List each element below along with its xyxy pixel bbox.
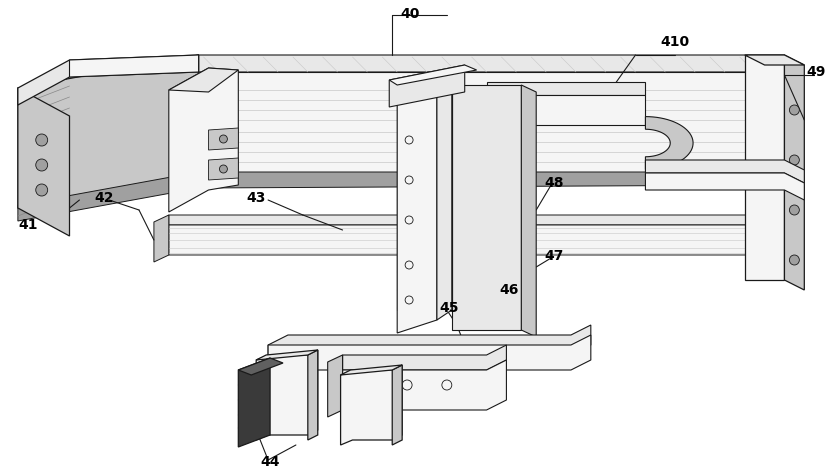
- Circle shape: [790, 105, 800, 115]
- Text: 45: 45: [439, 301, 459, 315]
- Polygon shape: [486, 82, 645, 95]
- Polygon shape: [397, 80, 452, 310]
- Polygon shape: [208, 158, 238, 180]
- Polygon shape: [308, 350, 318, 440]
- Polygon shape: [785, 55, 805, 290]
- Text: 49: 49: [806, 65, 826, 79]
- Polygon shape: [268, 335, 590, 370]
- Text: 48: 48: [544, 176, 564, 190]
- Circle shape: [790, 205, 800, 215]
- Polygon shape: [18, 55, 198, 208]
- Polygon shape: [390, 65, 465, 107]
- Polygon shape: [169, 68, 238, 212]
- Polygon shape: [341, 365, 402, 375]
- Polygon shape: [392, 365, 402, 445]
- Circle shape: [790, 255, 800, 265]
- Polygon shape: [18, 55, 198, 105]
- Polygon shape: [208, 128, 238, 150]
- Polygon shape: [342, 360, 506, 410]
- Polygon shape: [154, 215, 169, 262]
- Polygon shape: [390, 65, 476, 85]
- Text: 42: 42: [94, 191, 114, 205]
- Polygon shape: [69, 55, 198, 77]
- Circle shape: [219, 135, 227, 143]
- Circle shape: [790, 155, 800, 165]
- Polygon shape: [437, 80, 452, 320]
- Polygon shape: [745, 55, 805, 65]
- Polygon shape: [745, 55, 785, 280]
- Text: 44: 44: [261, 455, 280, 469]
- Polygon shape: [327, 355, 342, 417]
- Polygon shape: [169, 225, 785, 260]
- Circle shape: [36, 184, 48, 196]
- Polygon shape: [521, 85, 536, 337]
- Text: 43: 43: [246, 191, 265, 205]
- Polygon shape: [268, 325, 590, 365]
- Polygon shape: [342, 345, 506, 370]
- Polygon shape: [18, 172, 785, 221]
- Polygon shape: [341, 365, 402, 445]
- Polygon shape: [18, 55, 785, 105]
- Polygon shape: [238, 358, 270, 447]
- Polygon shape: [452, 85, 521, 330]
- Polygon shape: [169, 68, 238, 92]
- Polygon shape: [18, 88, 69, 236]
- Polygon shape: [256, 350, 318, 360]
- Text: 40: 40: [400, 7, 420, 21]
- Text: 410: 410: [661, 35, 690, 49]
- Circle shape: [219, 165, 227, 173]
- Polygon shape: [645, 117, 693, 169]
- Circle shape: [36, 159, 48, 171]
- Circle shape: [36, 134, 48, 146]
- Text: 46: 46: [500, 283, 519, 297]
- Text: 47: 47: [544, 249, 564, 263]
- Polygon shape: [256, 350, 318, 440]
- Polygon shape: [198, 72, 785, 175]
- Polygon shape: [645, 160, 805, 183]
- Polygon shape: [238, 358, 283, 375]
- Polygon shape: [486, 95, 645, 125]
- Polygon shape: [645, 173, 805, 200]
- Text: 41: 41: [18, 218, 37, 232]
- Polygon shape: [169, 215, 785, 230]
- Polygon shape: [397, 82, 437, 333]
